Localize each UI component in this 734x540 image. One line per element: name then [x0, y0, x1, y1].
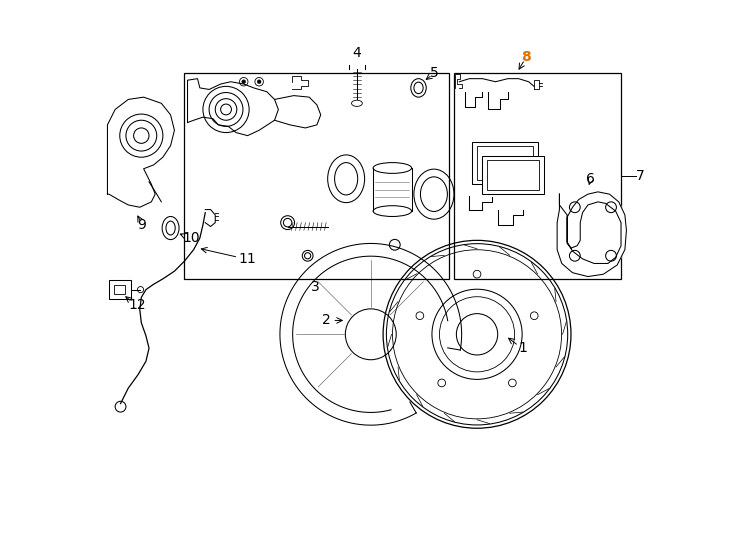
- Text: 12: 12: [128, 298, 146, 312]
- Text: 5: 5: [429, 65, 438, 79]
- Polygon shape: [557, 192, 626, 276]
- Bar: [477, 146, 534, 179]
- Bar: [487, 160, 539, 190]
- Circle shape: [241, 80, 246, 84]
- Polygon shape: [187, 79, 278, 136]
- Text: 8: 8: [521, 50, 531, 64]
- Text: 1: 1: [519, 341, 528, 355]
- Bar: [454, 72, 621, 279]
- Text: 3: 3: [311, 280, 320, 294]
- Text: 6: 6: [586, 172, 595, 186]
- Polygon shape: [107, 97, 175, 207]
- Circle shape: [257, 80, 261, 84]
- Polygon shape: [275, 96, 321, 128]
- Text: 9: 9: [137, 218, 146, 232]
- Text: 10: 10: [182, 231, 200, 245]
- Text: 7: 7: [636, 170, 644, 184]
- Text: 2: 2: [322, 313, 331, 327]
- Bar: [115, 285, 126, 294]
- Bar: [109, 280, 131, 299]
- Ellipse shape: [352, 100, 363, 106]
- Text: 11: 11: [239, 252, 256, 266]
- Text: 4: 4: [352, 46, 361, 60]
- Bar: [184, 72, 449, 279]
- Bar: [473, 142, 538, 184]
- Bar: [482, 156, 544, 194]
